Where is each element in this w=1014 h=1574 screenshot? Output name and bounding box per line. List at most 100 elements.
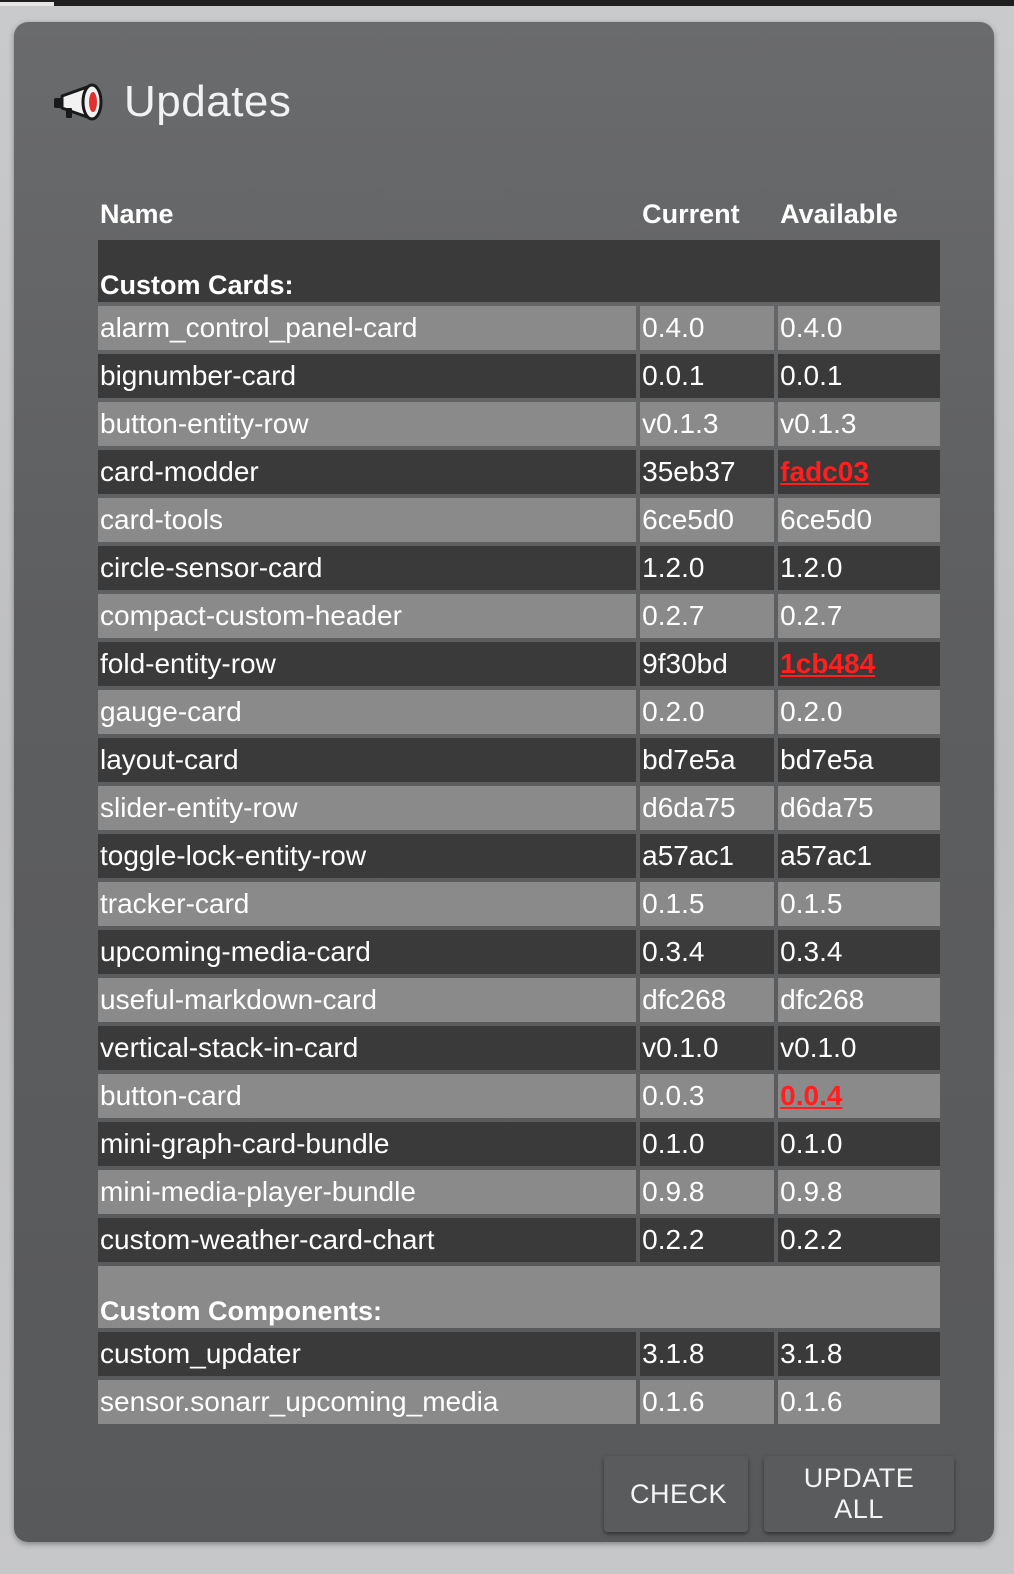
row-available-version: 1cb484 [778, 642, 940, 686]
row-current-version: bd7e5a [640, 738, 775, 782]
table-row: custom_updater 3.1.8 3.1.8 [98, 1332, 940, 1376]
row-current-version: 0.2.7 [640, 594, 775, 638]
table-row: alarm_control_panel-card 0.4.0 0.4.0 [98, 306, 940, 350]
row-current-version: 0.4.0 [640, 306, 775, 350]
row-available-version: 1.2.0 [778, 546, 940, 590]
row-name: gauge-card [98, 690, 637, 734]
row-name: bignumber-card [98, 354, 637, 398]
updates-table: Name Current Available Custom Cards: alar… [94, 192, 944, 1428]
row-name: compact-custom-header [98, 594, 637, 638]
available-update-link[interactable]: 1cb484 [780, 648, 876, 679]
table-row: circle-sensor-card 1.2.0 1.2.0 [98, 546, 940, 590]
row-available-version: 0.2.7 [778, 594, 940, 638]
table-row: useful-markdown-card dfc268 dfc268 [98, 978, 940, 1022]
row-current-version: 1.2.0 [640, 546, 775, 590]
row-available-version: v0.1.0 [778, 1026, 940, 1070]
table-row: custom-weather-card-chart 0.2.2 0.2.2 [98, 1218, 940, 1262]
row-name: vertical-stack-in-card [98, 1026, 637, 1070]
row-current-version: v0.1.3 [640, 402, 775, 446]
row-available-version: 3.1.8 [778, 1332, 940, 1376]
row-current-version: 0.9.8 [640, 1170, 775, 1214]
table-row: button-card 0.0.3 0.0.4 [98, 1074, 940, 1118]
row-available-version: 0.3.4 [778, 930, 940, 974]
row-name: custom_updater [98, 1332, 637, 1376]
row-current-version: 3.1.8 [640, 1332, 775, 1376]
row-name: slider-entity-row [98, 786, 637, 830]
row-available-version: bd7e5a [778, 738, 940, 782]
row-available-version: 0.0.1 [778, 354, 940, 398]
top-bar-indicator [0, 2, 54, 6]
row-current-version: v0.1.0 [640, 1026, 775, 1070]
row-name: circle-sensor-card [98, 546, 637, 590]
row-name: upcoming-media-card [98, 930, 637, 974]
megaphone-icon [52, 82, 108, 122]
row-available-version: 0.2.0 [778, 690, 940, 734]
column-header-current: Current [642, 198, 740, 229]
card-title: Updates [124, 77, 292, 126]
card-header: Updates [52, 74, 291, 130]
row-current-version: dfc268 [640, 978, 775, 1022]
table-row: card-modder 35eb37 fadc03 [98, 450, 940, 494]
row-name: card-tools [98, 498, 637, 542]
row-current-version: 0.1.5 [640, 882, 775, 926]
row-available-version: 0.1.5 [778, 882, 940, 926]
row-available-version: v0.1.3 [778, 402, 940, 446]
row-current-version: 0.1.6 [640, 1380, 775, 1424]
action-buttons: CHECK UPDATE ALL [604, 1456, 954, 1532]
row-name: fold-entity-row [98, 642, 637, 686]
section-header-row: Custom Cards: [98, 240, 940, 302]
table-row: gauge-card 0.2.0 0.2.0 [98, 690, 940, 734]
row-current-version: 0.3.4 [640, 930, 775, 974]
row-name: layout-card [98, 738, 637, 782]
updates-card: Updates Name Current Available Custom Ca… [14, 22, 994, 1542]
column-header-name: Name [100, 198, 174, 229]
row-available-version: 0.1.6 [778, 1380, 940, 1424]
row-available-version: 6ce5d0 [778, 498, 940, 542]
row-available-version: 0.2.2 [778, 1218, 940, 1262]
table-row: button-entity-row v0.1.3 v0.1.3 [98, 402, 940, 446]
row-current-version: 0.2.0 [640, 690, 775, 734]
row-name: custom-weather-card-chart [98, 1218, 637, 1262]
table-row: tracker-card 0.1.5 0.1.5 [98, 882, 940, 926]
row-current-version: 6ce5d0 [640, 498, 775, 542]
row-current-version: d6da75 [640, 786, 775, 830]
row-available-version: 0.4.0 [778, 306, 940, 350]
row-current-version: 0.0.1 [640, 354, 775, 398]
section-header-row: Custom Components: [98, 1266, 940, 1328]
table-row: layout-card bd7e5a bd7e5a [98, 738, 940, 782]
row-name: button-card [98, 1074, 637, 1118]
table-row: sensor.sonarr_upcoming_media 0.1.6 0.1.6 [98, 1380, 940, 1424]
row-current-version: 9f30bd [640, 642, 775, 686]
row-available-version: 0.1.0 [778, 1122, 940, 1166]
row-available-version: dfc268 [778, 978, 940, 1022]
row-name: useful-markdown-card [98, 978, 637, 1022]
check-button[interactable]: CHECK [604, 1456, 748, 1532]
table-row: upcoming-media-card 0.3.4 0.3.4 [98, 930, 940, 974]
row-current-version: 0.1.0 [640, 1122, 775, 1166]
row-available-version: 0.9.8 [778, 1170, 940, 1214]
row-name: toggle-lock-entity-row [98, 834, 637, 878]
row-name: tracker-card [98, 882, 637, 926]
row-name: card-modder [98, 450, 637, 494]
table-header-row: Name Current Available [98, 196, 940, 236]
table-row: fold-entity-row 9f30bd 1cb484 [98, 642, 940, 686]
update-all-button[interactable]: UPDATE ALL [764, 1456, 954, 1532]
table-row: bignumber-card 0.0.1 0.0.1 [98, 354, 940, 398]
table-row: card-tools 6ce5d0 6ce5d0 [98, 498, 940, 542]
table-row: toggle-lock-entity-row a57ac1 a57ac1 [98, 834, 940, 878]
table-row: slider-entity-row d6da75 d6da75 [98, 786, 940, 830]
table-row: mini-media-player-bundle 0.9.8 0.9.8 [98, 1170, 940, 1214]
column-header-available: Available [780, 198, 898, 229]
row-name: mini-graph-card-bundle [98, 1122, 637, 1166]
row-available-version: 0.0.4 [778, 1074, 940, 1118]
row-current-version: 35eb37 [640, 450, 775, 494]
available-update-link[interactable]: 0.0.4 [780, 1080, 843, 1111]
row-name: button-entity-row [98, 402, 637, 446]
available-update-link[interactable]: fadc03 [780, 456, 869, 487]
top-bar [0, 0, 1014, 6]
table-row: vertical-stack-in-card v0.1.0 v0.1.0 [98, 1026, 940, 1070]
row-name: sensor.sonarr_upcoming_media [98, 1380, 637, 1424]
row-available-version: fadc03 [778, 450, 940, 494]
row-current-version: 0.2.2 [640, 1218, 775, 1262]
row-current-version: 0.0.3 [640, 1074, 775, 1118]
